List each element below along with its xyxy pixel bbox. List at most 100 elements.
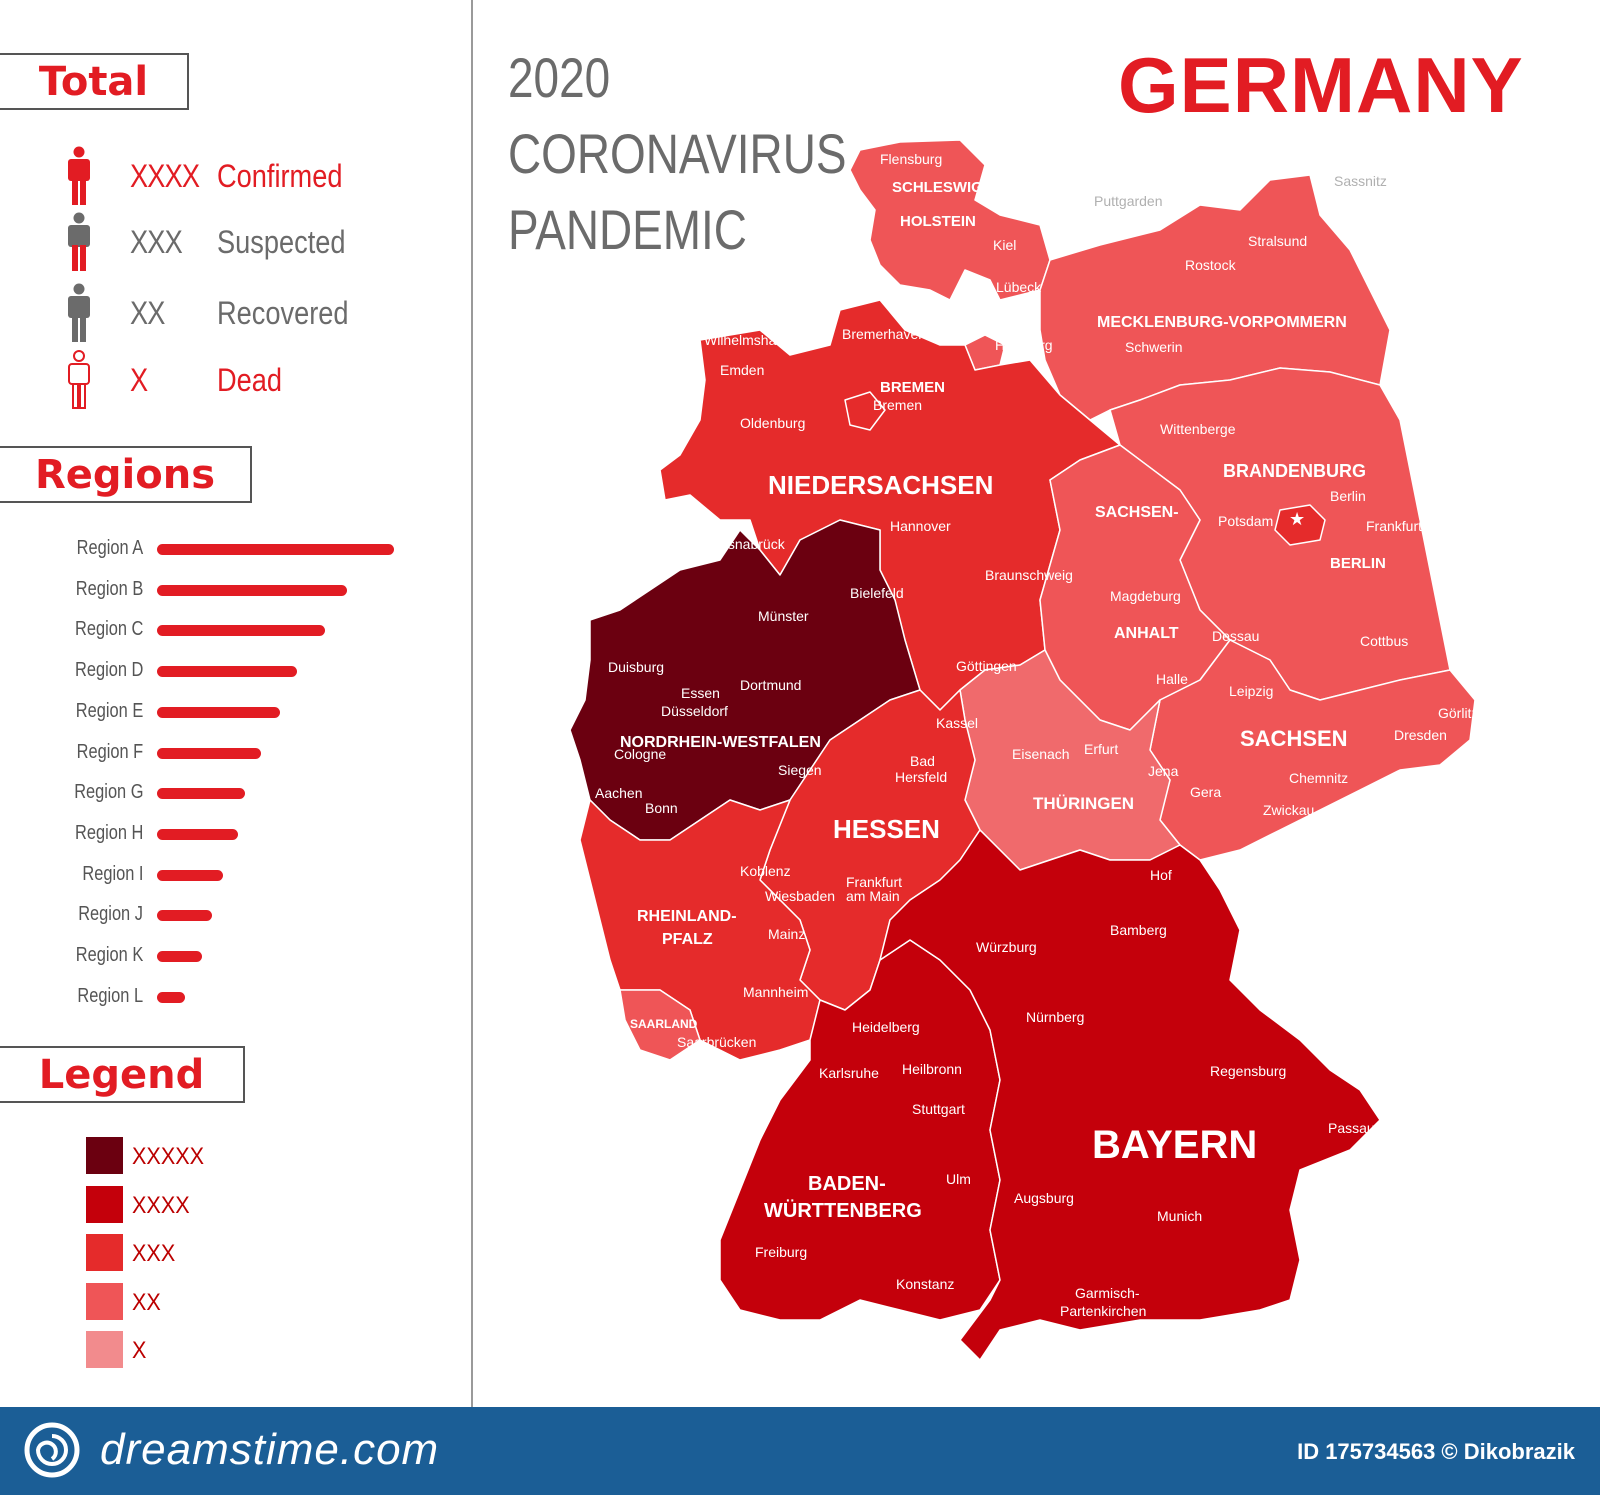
city-label: Berlin xyxy=(1330,488,1366,504)
legend-swatch xyxy=(86,1282,123,1320)
city-label: Bielefeld xyxy=(850,585,904,601)
legend-item: XXX xyxy=(86,1234,386,1274)
city-label: Würzburg xyxy=(976,939,1037,955)
footer-id: ID 175734563 © Dikobrazik xyxy=(1297,1439,1575,1464)
city-label: Heidelberg xyxy=(852,1019,920,1035)
label-baden: BADEN- xyxy=(808,1173,886,1195)
city-label: Eisenach xyxy=(1012,746,1070,762)
label-nrw: NORDRHEIN-WESTFALEN xyxy=(620,734,821,751)
germany-map: SCHLESWIG- HOLSTEIN HAMBURG MECKLENBURG-… xyxy=(569,139,1478,1361)
suspected-count: XXX xyxy=(130,224,183,260)
legend-label: XXXX xyxy=(132,1191,190,1219)
legend-swatch xyxy=(86,1137,123,1174)
city-label: Duisburg xyxy=(608,659,664,675)
region-bar xyxy=(157,910,212,922)
region-row: Region F xyxy=(0,735,470,769)
region-label: Region L xyxy=(77,984,143,1007)
city-label: Chemnitz xyxy=(1289,770,1348,786)
city-label: Nürnberg xyxy=(1026,1009,1084,1025)
region-row: Region C xyxy=(0,612,470,646)
region-bar xyxy=(157,991,185,1003)
total-confirmed: XXXX Confirmed xyxy=(60,146,460,210)
vertical-divider xyxy=(471,0,473,1407)
region-row: Region L xyxy=(0,979,470,1013)
dreamstime-spiral-icon xyxy=(24,1422,80,1478)
region-bar xyxy=(157,951,202,962)
label-holstein: HOLSTEIN xyxy=(900,213,976,230)
city-label: Stuttgart xyxy=(912,1101,965,1117)
city-label: am Main xyxy=(846,888,900,904)
region-row: Region D xyxy=(0,653,470,687)
state-bayern[interactable] xyxy=(879,829,1381,1361)
city-label: Cologne xyxy=(614,746,666,762)
title-year: 2020 xyxy=(508,46,611,109)
city-label: Regensburg xyxy=(1210,1063,1286,1079)
label-sachsen-anhalt-2: ANHALT xyxy=(1114,625,1179,642)
city-label: Karlsruhe xyxy=(819,1065,879,1081)
legend-header: Legend xyxy=(0,1046,245,1103)
city-label: Braunschweig xyxy=(985,567,1073,583)
label-hamburg: HAMBURG xyxy=(954,309,1032,326)
person-grey-red-legs-icon xyxy=(68,212,90,271)
city-label: Görlitz xyxy=(1438,705,1478,721)
region-label: Region A xyxy=(76,537,143,559)
label-rheinland: RHEINLAND- xyxy=(637,908,737,925)
city-label: Zwickau xyxy=(1263,802,1314,818)
label-bremen: BREMEN xyxy=(880,379,945,396)
city-label: Emden xyxy=(720,362,764,378)
region-label: Region G xyxy=(73,781,143,804)
label-niedersachsen: NIEDERSACHSEN xyxy=(768,470,993,500)
person-red-icon xyxy=(68,146,90,205)
label-bayern: BAYERN xyxy=(1092,1123,1257,1167)
region-label: Region C xyxy=(74,618,143,641)
recovered-count: XX xyxy=(130,295,165,331)
state-saarland[interactable] xyxy=(619,989,701,1061)
city-label: Potsdam xyxy=(1218,513,1273,529)
city-label: Halle xyxy=(1156,671,1188,687)
city-label: Jena xyxy=(1148,763,1179,779)
city-label: Dessau xyxy=(1212,628,1259,644)
suspected-label: Suspected xyxy=(217,224,346,260)
city-label: Osnabrück xyxy=(717,536,786,552)
city-label: Rostock xyxy=(1185,257,1237,273)
city-label: Hersfeld xyxy=(895,769,947,785)
person-outline-red-icon xyxy=(68,350,90,409)
legend-label: XX xyxy=(132,1288,161,1316)
city-label: Wittenberge xyxy=(1160,421,1236,437)
country-title: GERMANY xyxy=(1118,41,1524,129)
state-bremen[interactable] xyxy=(844,391,886,431)
region-row: Region G xyxy=(0,775,470,809)
label-pfalz: PFALZ xyxy=(662,931,713,948)
city-label: Wiesbaden xyxy=(765,888,835,904)
city-label: Frankfurt xyxy=(1366,518,1422,534)
city-label: Bremen xyxy=(873,397,922,413)
legend-label: X xyxy=(132,1337,147,1364)
city-label: Oldenburg xyxy=(740,415,805,431)
region-label: Region E xyxy=(75,699,143,722)
region-bar xyxy=(157,869,223,881)
city-label: Freiburg xyxy=(755,1244,807,1260)
state-rheinland-pfalz[interactable] xyxy=(579,799,821,1061)
city-label: Sassnitz xyxy=(1334,173,1387,189)
confirmed-label: Confirmed xyxy=(217,158,343,194)
region-row: Region A xyxy=(0,531,470,565)
state-berlin[interactable] xyxy=(1274,504,1326,546)
city-label: Kassel xyxy=(936,715,978,731)
regions-header: Regions xyxy=(0,446,252,503)
cities-layer: Flensburg Kiel Puttgarden Sassnitz Stralsund… xyxy=(595,151,1478,1319)
legend-item: XXXXX xyxy=(86,1137,386,1177)
city-label: Wilhelmshaven xyxy=(704,332,799,348)
label-mecklenburg: MECKLENBURG-VORPOMMERN xyxy=(1097,314,1347,331)
region-label: Region D xyxy=(74,659,143,682)
title-block: 2020 CORONAVIRUS PANDEMIC xyxy=(508,40,846,268)
city-label: Konstanz xyxy=(896,1276,954,1292)
city-label: Puttgarden xyxy=(1094,193,1163,209)
city-label: Ulm xyxy=(946,1171,971,1187)
region-bar xyxy=(157,828,238,840)
city-label: Düsseldorf xyxy=(661,703,728,719)
confirmed-count: XXXX xyxy=(130,158,200,194)
region-row: Region J xyxy=(0,897,470,931)
city-label: Garmisch- xyxy=(1075,1285,1140,1301)
city-label: Schwerin xyxy=(1125,339,1183,355)
state-schleswig-holstein[interactable] xyxy=(849,139,1051,301)
